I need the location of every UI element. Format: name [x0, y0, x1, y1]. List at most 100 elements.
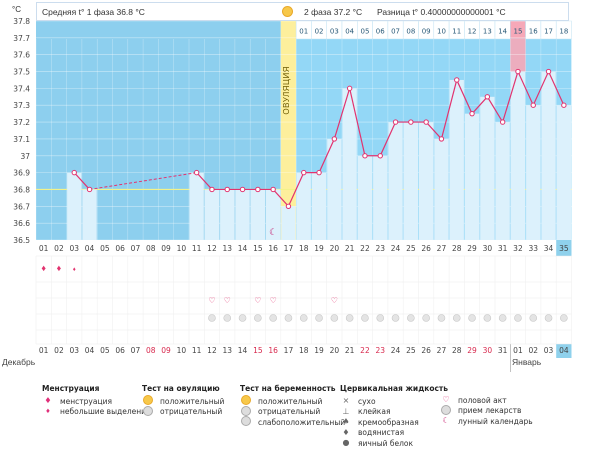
y-tick-label: 37 — [20, 152, 30, 161]
date-label: 26 — [421, 346, 431, 355]
date-label: 25 — [406, 346, 416, 355]
cycle-day-label: 12 — [207, 244, 217, 253]
pill-icon — [284, 314, 293, 322]
heart-icon: ♡ — [270, 296, 277, 305]
cycle-day-label: 02 — [54, 244, 64, 253]
pill-icon — [315, 314, 323, 322]
cycle-day-label: 14 — [238, 244, 248, 253]
egg-white-icon: ● — [342, 438, 350, 448]
temperature-bar — [235, 189, 250, 240]
cycle-day-label: 13 — [222, 244, 232, 253]
cycle-day-label: 34 — [544, 244, 554, 253]
temperature-bar — [281, 206, 296, 240]
temperature-point — [408, 119, 414, 125]
legend-ovulation-test: Тест на овуляцию положительный отрицател… — [142, 384, 225, 417]
phase2-day-label: 08 — [406, 28, 415, 36]
date-label: 06 — [115, 346, 125, 355]
cycle-day-label: 20 — [330, 244, 340, 253]
date-label: 20 — [330, 346, 340, 355]
phase2-day-label: 02 — [315, 28, 324, 36]
cycle-day-label: 31 — [498, 244, 508, 253]
y-tick-label: 36.9 — [13, 169, 30, 178]
watery-icon: ♦ — [342, 427, 350, 437]
month-label-january: Январь — [512, 357, 542, 367]
ovulation-sun-icon — [283, 7, 292, 16]
y-tick-label: 36.5 — [13, 236, 30, 245]
temperature-bar — [189, 172, 204, 240]
temperature-bar — [67, 172, 82, 240]
temperature-point — [530, 102, 536, 108]
temperature-bar — [296, 172, 311, 240]
phase2-day-label: 18 — [559, 28, 568, 36]
phase2-day-label: 10 — [437, 28, 446, 36]
legend-cervical-fluid: Цервикальная жидкость × сухо ⊥ клейкая ♠ кр… — [340, 384, 449, 448]
temperature-point — [224, 186, 230, 193]
temperature-bar — [327, 138, 342, 240]
temperature-point — [316, 169, 322, 176]
temperature-bar — [434, 138, 449, 240]
today-date-cell — [556, 344, 572, 358]
legend-pregnancy-test: Тест на беременность положительный отриц… — [240, 384, 346, 427]
temperature-bar — [82, 189, 97, 240]
cycle-day-label: 10 — [177, 244, 187, 253]
y-tick-label: 36.6 — [13, 219, 30, 228]
phase1-label: Средняя t° 1 фаза — [42, 7, 115, 17]
cycle-day-label: 18 — [299, 244, 309, 253]
legend-menstruation: Менструация ♦ менструация ♦ небольшие выде… — [42, 384, 151, 417]
pill-icon — [442, 405, 450, 414]
pill-icon — [238, 314, 247, 322]
pill-icon — [345, 314, 354, 322]
legend-other: ♡ половой акт прием лекарств ☾ лунный кале… — [440, 395, 533, 427]
temperature-line — [73, 172, 90, 190]
phase2-day-label: 09 — [422, 28, 431, 36]
cycle-day-label: 24 — [391, 244, 401, 253]
cycle-day-label: 01 — [39, 244, 49, 253]
date-label: 01 — [513, 346, 523, 355]
cycle-day-label: 30 — [483, 244, 493, 253]
ovulation-label: ОВУЛЯЦИЯ — [282, 66, 291, 115]
pill-icon — [299, 314, 308, 322]
pill-icon — [269, 314, 277, 322]
phase2-day-label: 05 — [360, 28, 369, 36]
header-bar — [36, 2, 569, 21]
date-label: 19 — [314, 346, 324, 355]
y-tick-label: 37.2 — [13, 118, 30, 127]
date-label: 30 — [483, 346, 493, 355]
ovulation-band — [280, 21, 297, 240]
heart-icon: ♡ — [208, 296, 215, 305]
cycle-day-label: 22 — [360, 244, 370, 253]
temperature-bar — [204, 189, 220, 240]
pill-icon — [544, 314, 553, 322]
heart-icon: ♡ — [224, 296, 231, 305]
cycle-day-label: 35 — [559, 244, 569, 253]
pill-icon — [223, 314, 232, 322]
temperature-bar — [526, 105, 541, 240]
phase2-day-label: 01 — [299, 28, 308, 36]
temperature-point — [438, 136, 445, 142]
sun-icon — [144, 396, 152, 405]
date-label: 10 — [177, 346, 187, 355]
weak-positive-test-icon — [242, 417, 250, 426]
temperature-bar — [419, 122, 434, 240]
pill-icon — [422, 314, 430, 322]
y-tick-label: 37.7 — [13, 34, 30, 43]
heart-icon: ♡ — [254, 296, 261, 305]
date-label: 23 — [375, 346, 385, 355]
pill-icon — [498, 314, 507, 322]
date-label: 28 — [452, 346, 462, 355]
phase1-value: 36.8 °C — [116, 7, 145, 17]
pill-icon — [376, 314, 385, 322]
today-cell — [556, 240, 572, 256]
temperature-point — [392, 119, 399, 125]
dry-icon: × — [342, 396, 350, 406]
cycle-day-label: 26 — [421, 244, 431, 253]
date-label: 11 — [192, 346, 202, 355]
temperature-bar — [510, 71, 526, 241]
pill-icon — [437, 314, 446, 322]
temperature-bar — [357, 155, 373, 240]
y-tick-label: 37.8 — [13, 17, 30, 26]
creamy-icon: ♠ — [342, 417, 350, 427]
temperature-point — [193, 169, 200, 176]
gray-sun-icon — [144, 406, 152, 415]
phase2-day-label: 12 — [468, 28, 477, 36]
